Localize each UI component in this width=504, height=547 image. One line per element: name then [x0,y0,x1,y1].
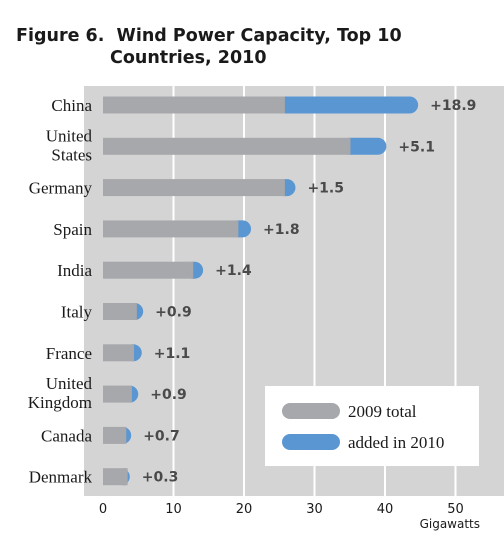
legend-swatch [282,403,340,419]
delta-labels: +18.9 +5.1 +1.5 +1.8 +1.4 +0.9 +1.1 +0.9 +0.7 +0.… [142,98,477,486]
x-axis-label: Gigawatts [420,517,480,531]
bar-added-2010 [191,261,204,279]
bar-2009-total [103,137,351,155]
figure-title-line-2: Countries, 2010 [110,48,267,68]
delta-label: +5.1 [398,139,435,155]
category-label: Spain [53,220,92,239]
bar-2009-total [103,468,128,486]
bar-2009-total [103,261,194,279]
x-tick-label: 20 [236,502,253,517]
bar-2009-total [103,220,239,238]
bar-added-2010 [282,179,296,197]
bar-2009-total [103,385,132,403]
bar-2009-total [103,303,137,320]
x-tick-label: 40 [377,502,394,517]
category-labels: China United States Germany Spain India Italy F… [28,96,93,487]
legend-label: 2009 total [348,402,417,421]
delta-label: +1.1 [154,346,191,362]
delta-label: +1.8 [263,222,300,238]
x-tick-label: 10 [165,502,182,517]
legend: 2009 total added in 2010 [265,386,479,466]
x-tick-label: 0 [99,502,107,517]
bar-2009-total [103,426,127,444]
delta-label: +18.9 [430,98,476,114]
bar-2009-total [103,96,285,114]
x-tick-label: 30 [306,502,323,517]
delta-label: +0.3 [142,470,179,486]
bar-added-2010 [282,96,419,114]
category-label: Germany [29,179,93,198]
category-label: France [46,344,92,363]
x-axis-ticks: 0 10 20 30 40 50 [99,502,464,517]
bar-added-2010 [132,344,142,362]
delta-label: +1.4 [215,263,252,279]
delta-label: +0.9 [150,387,187,403]
figure-title-line-1: Figure 6. Wind Power Capacity, Top 10 [16,26,402,46]
x-tick-label: 50 [447,502,464,517]
legend-swatch [282,434,340,450]
category-label: Denmark [29,468,93,487]
bar-added-2010 [236,220,252,238]
bar-2009-total [103,179,285,197]
bar-added-2010 [348,137,387,155]
category-label: United States [46,126,93,164]
bar-2009-total [103,344,135,362]
category-label: China [51,96,92,115]
category-label: India [57,261,92,280]
bars [103,96,419,486]
category-label: Italy [61,303,93,322]
category-label: United Kingdom [28,374,93,412]
legend-box [265,386,479,466]
legend-label: added in 2010 [348,433,444,452]
category-label: Canada [41,426,92,445]
delta-label: +1.5 [307,181,344,197]
delta-label: +0.9 [155,305,192,321]
delta-label: +0.7 [143,428,180,444]
